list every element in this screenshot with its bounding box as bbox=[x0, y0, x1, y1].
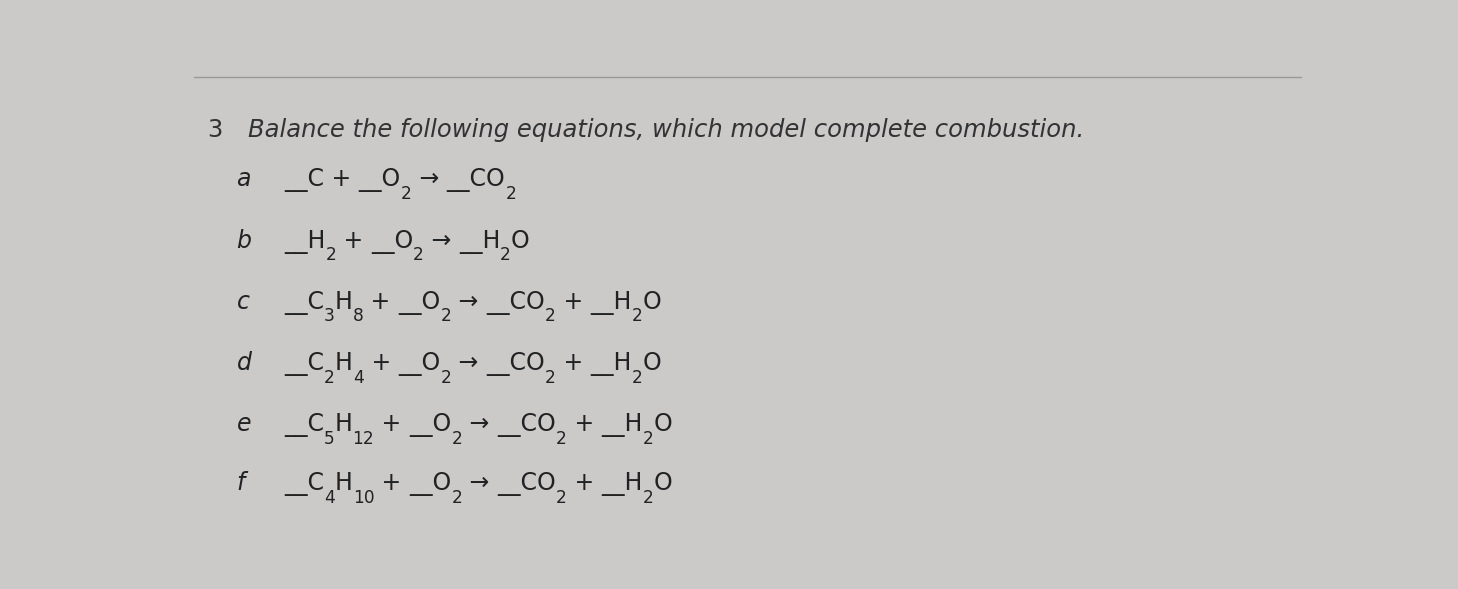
Text: 2: 2 bbox=[555, 489, 567, 507]
Text: __CO: __CO bbox=[497, 472, 555, 496]
Text: d: d bbox=[236, 351, 251, 375]
Text: 8: 8 bbox=[353, 307, 363, 326]
Text: __H: __H bbox=[601, 472, 643, 496]
Text: →: → bbox=[452, 351, 486, 375]
Text: a: a bbox=[236, 167, 251, 191]
Text: 2: 2 bbox=[413, 246, 424, 264]
Text: __C: __C bbox=[284, 352, 324, 376]
Text: H: H bbox=[335, 471, 353, 495]
Text: __CO: __CO bbox=[486, 352, 545, 376]
Text: 2: 2 bbox=[325, 246, 337, 264]
Text: 2: 2 bbox=[440, 307, 452, 326]
Text: __C: __C bbox=[284, 291, 324, 315]
Text: 2: 2 bbox=[631, 369, 643, 387]
Text: +: + bbox=[337, 229, 370, 253]
Text: 2: 2 bbox=[643, 489, 653, 507]
Text: H: H bbox=[335, 290, 353, 314]
Text: __H: __H bbox=[590, 352, 631, 376]
Text: 2: 2 bbox=[452, 489, 462, 507]
Text: __O: __O bbox=[410, 472, 452, 496]
Text: O: O bbox=[653, 471, 672, 495]
Text: H: H bbox=[335, 412, 353, 436]
Text: →: → bbox=[462, 471, 497, 495]
Text: __O: __O bbox=[410, 413, 452, 437]
Text: +: + bbox=[324, 167, 359, 191]
Text: 2: 2 bbox=[500, 246, 512, 264]
Text: O: O bbox=[643, 351, 662, 375]
Text: 2: 2 bbox=[545, 369, 555, 387]
Text: __C: __C bbox=[284, 472, 324, 496]
Text: O: O bbox=[653, 412, 672, 436]
Text: 12: 12 bbox=[353, 430, 375, 448]
Text: __H: __H bbox=[459, 230, 500, 253]
Text: 2: 2 bbox=[452, 430, 462, 448]
Text: 2: 2 bbox=[440, 369, 452, 387]
Text: O: O bbox=[643, 290, 662, 314]
Text: __H: __H bbox=[590, 291, 631, 315]
Text: 2: 2 bbox=[643, 430, 653, 448]
Text: +: + bbox=[375, 471, 410, 495]
Text: __C: __C bbox=[284, 413, 324, 437]
Text: e: e bbox=[236, 412, 251, 436]
Text: →: → bbox=[411, 167, 446, 191]
Text: +: + bbox=[363, 290, 398, 314]
Text: →: → bbox=[462, 412, 497, 436]
Text: 2: 2 bbox=[555, 430, 567, 448]
Text: 2: 2 bbox=[506, 185, 516, 203]
Text: __CO: __CO bbox=[486, 291, 545, 315]
Text: +: + bbox=[375, 412, 410, 436]
Text: f: f bbox=[236, 471, 245, 495]
Text: 2: 2 bbox=[324, 369, 335, 387]
Text: __H: __H bbox=[284, 230, 325, 253]
Text: 10: 10 bbox=[353, 489, 375, 507]
Text: 5: 5 bbox=[324, 430, 335, 448]
Text: b: b bbox=[236, 229, 251, 253]
Text: 2: 2 bbox=[631, 307, 643, 326]
Text: __O: __O bbox=[370, 230, 413, 253]
Text: __O: __O bbox=[359, 168, 401, 193]
Text: 2: 2 bbox=[545, 307, 555, 326]
Text: 3: 3 bbox=[207, 118, 223, 143]
Text: +: + bbox=[363, 351, 398, 375]
Text: __O: __O bbox=[398, 291, 440, 315]
Text: 4: 4 bbox=[324, 489, 335, 507]
Text: __C: __C bbox=[284, 168, 324, 193]
Text: 3: 3 bbox=[324, 307, 335, 326]
Text: 4: 4 bbox=[353, 369, 363, 387]
Text: __CO: __CO bbox=[497, 413, 555, 437]
Text: __O: __O bbox=[398, 352, 440, 376]
Text: Balance the following equations, which model complete combustion.: Balance the following equations, which m… bbox=[248, 118, 1085, 143]
Text: 2: 2 bbox=[401, 185, 411, 203]
Text: →: → bbox=[452, 290, 486, 314]
Text: O: O bbox=[512, 229, 529, 253]
Text: __H: __H bbox=[601, 413, 643, 437]
Text: __CO: __CO bbox=[446, 168, 506, 193]
Text: +: + bbox=[567, 471, 601, 495]
Text: →: → bbox=[424, 229, 459, 253]
Text: c: c bbox=[236, 290, 249, 314]
Text: H: H bbox=[335, 351, 353, 375]
Text: +: + bbox=[555, 351, 590, 375]
Text: +: + bbox=[555, 290, 590, 314]
Text: +: + bbox=[567, 412, 601, 436]
